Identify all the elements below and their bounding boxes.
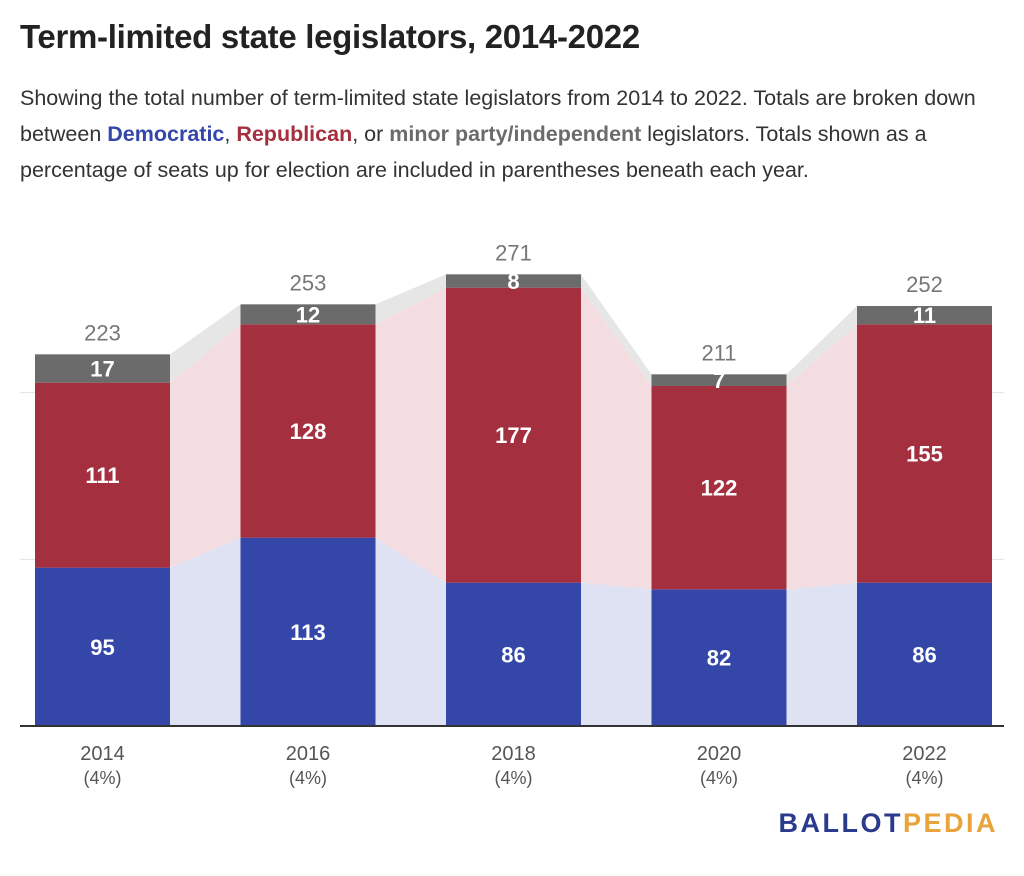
logo-pedia: PEDIA xyxy=(902,808,998,838)
x-tick-label: 2016 xyxy=(286,743,331,765)
x-tick-label: 2020 xyxy=(697,743,742,765)
chart-title: Term-limited state legislators, 2014-202… xyxy=(20,18,640,55)
data-label: 111 xyxy=(85,463,119,488)
connector-band-democratic xyxy=(581,582,652,726)
total-label: 271 xyxy=(495,240,532,265)
bar-segment-democratic xyxy=(651,589,787,726)
bar-segment-minor xyxy=(651,374,787,386)
total-label: 223 xyxy=(84,320,121,345)
x-tick-sublabel: (4%) xyxy=(700,768,738,788)
connector-band-republican xyxy=(375,287,446,583)
data-label: 17 xyxy=(90,357,114,382)
bar-segment-minor xyxy=(35,354,170,383)
logo-ballot: BALLOT xyxy=(778,808,903,838)
connector-band-minor xyxy=(170,304,241,383)
data-label: 11 xyxy=(913,303,936,328)
x-tick-label: 2022 xyxy=(902,743,947,765)
total-label: 253 xyxy=(290,270,327,295)
data-label: 155 xyxy=(906,442,943,467)
bar-segment-democratic xyxy=(857,582,992,726)
data-label: 86 xyxy=(912,642,936,667)
subtitle-text-3: legislators. Totals shown as a percentag… xyxy=(20,122,927,182)
x-tick-label: 2014 xyxy=(80,743,125,765)
bar-segment-democratic xyxy=(240,537,376,726)
subtitle-minor-party: minor party/independent xyxy=(389,122,642,146)
x-tick-sublabel: (4%) xyxy=(289,768,327,788)
subtitle-text-2: , or xyxy=(352,122,390,146)
total-label: 252 xyxy=(906,272,943,297)
bar-segment-republican xyxy=(240,324,376,538)
bar-segment-democratic xyxy=(35,567,170,726)
connector-band-minor xyxy=(786,306,857,386)
data-label: 128 xyxy=(290,419,327,444)
x-tick-sublabel: (4%) xyxy=(494,768,532,788)
bar-segment-minor xyxy=(240,304,376,325)
data-label: 12 xyxy=(296,302,320,327)
bar-segment-republican xyxy=(446,287,581,583)
subtitle-democratic: Democratic xyxy=(107,122,225,146)
data-label: 8 xyxy=(507,269,519,294)
connector-band-democratic xyxy=(786,582,857,726)
bar-segment-democratic xyxy=(446,582,581,726)
ballotpedia-logo: BALLOTPEDIA xyxy=(778,808,998,839)
bar-segment-republican xyxy=(651,386,787,590)
data-label: 113 xyxy=(290,620,326,645)
bar-segment-minor xyxy=(446,274,581,288)
subtitle-republican: Republican xyxy=(236,122,353,146)
data-label: 86 xyxy=(501,642,525,667)
data-label: 177 xyxy=(495,423,532,448)
bar-segment-republican xyxy=(857,324,992,583)
data-label: 95 xyxy=(90,635,114,660)
connector-band-republican xyxy=(170,324,241,568)
subtitle-text-1: Showing the total number of term-limited… xyxy=(20,86,976,146)
bar-segment-minor xyxy=(857,306,992,325)
subtitle-text-comma: , xyxy=(224,122,237,146)
connector-band-minor xyxy=(375,274,446,325)
bar-segment-republican xyxy=(35,382,170,568)
connector-band-democratic xyxy=(170,537,241,726)
connector-band-republican xyxy=(581,287,652,590)
total-label: 211 xyxy=(701,340,736,365)
data-label: 122 xyxy=(701,476,738,501)
x-tick-sublabel: (4%) xyxy=(905,768,943,788)
connector-band-republican xyxy=(786,324,857,590)
chart-subtitle: Showing the total number of term-limited… xyxy=(20,80,995,188)
connector-band-democratic xyxy=(375,537,446,726)
data-label: 7 xyxy=(713,368,725,393)
x-tick-sublabel: (4%) xyxy=(83,768,121,788)
connector-band-minor xyxy=(581,274,652,386)
x-tick-label: 2018 xyxy=(491,743,536,765)
data-label: 82 xyxy=(707,646,731,671)
